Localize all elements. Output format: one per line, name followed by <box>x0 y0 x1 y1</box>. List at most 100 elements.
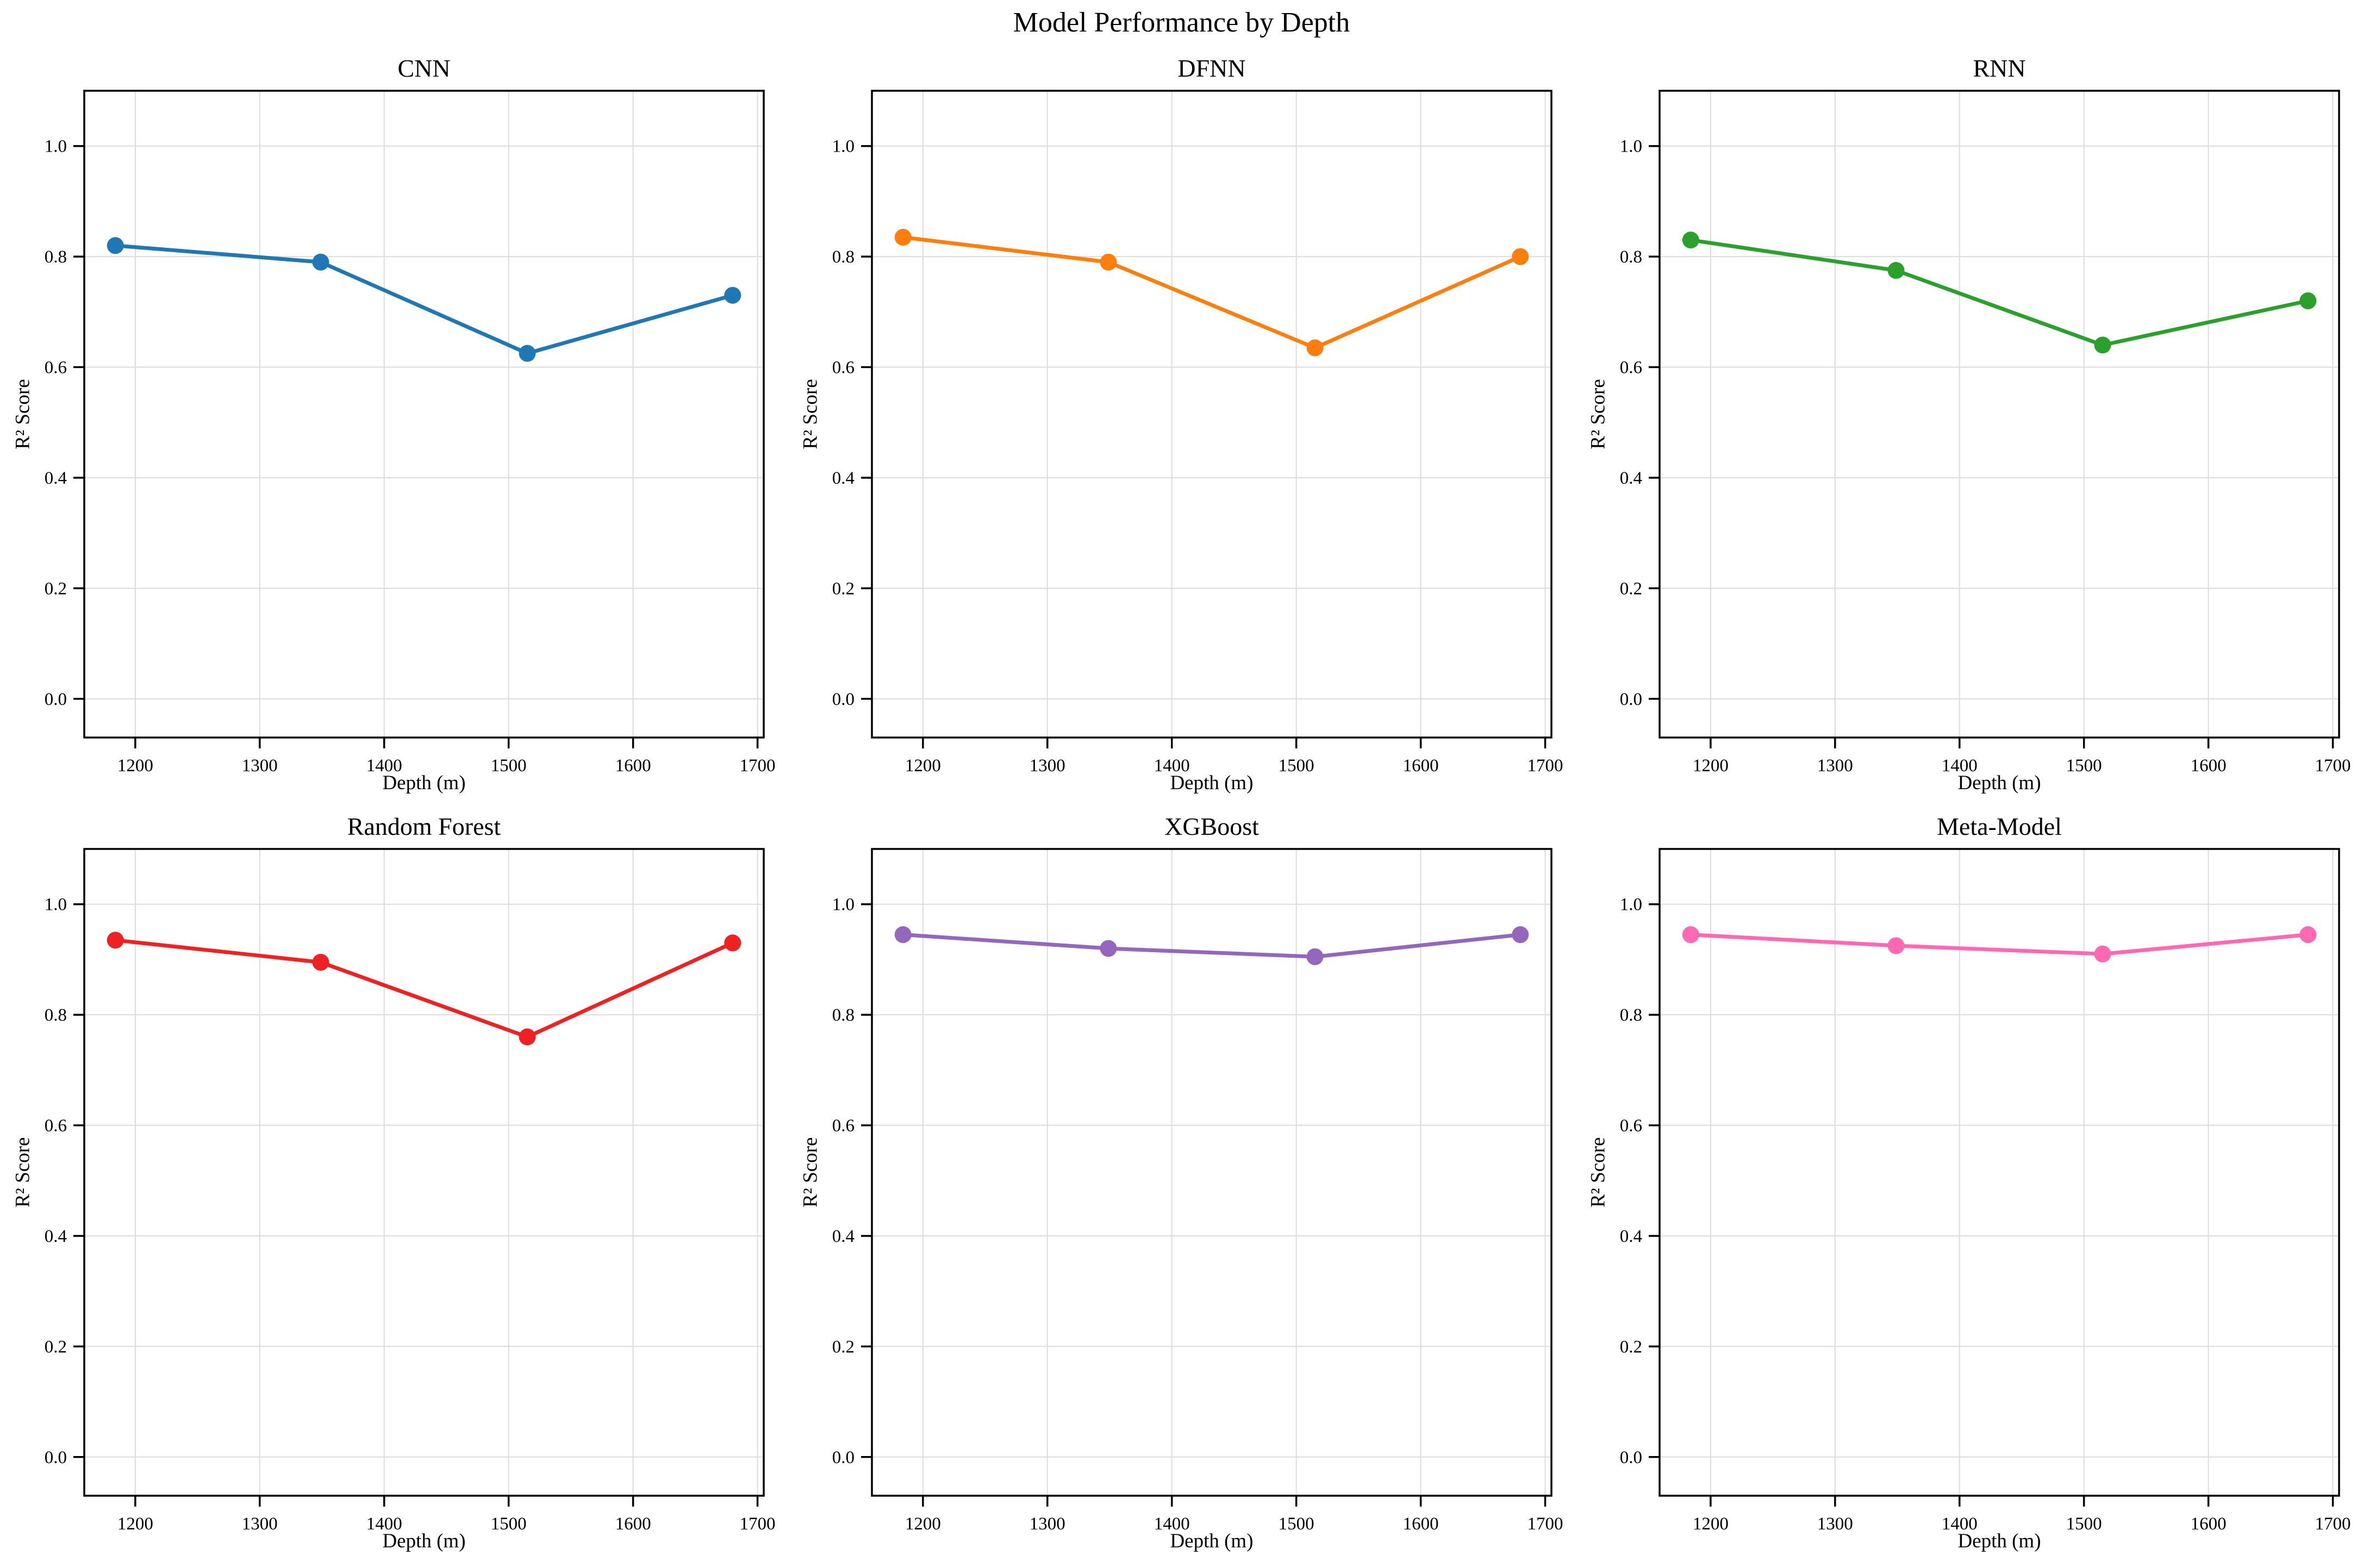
x-tick-label: 1600 <box>1403 756 1439 776</box>
plot-area: 1200 1300 1400 1500 1600 1700 0.0 0.2 0.4 0.6 0.8 1… <box>1620 90 2351 776</box>
x-axis-label: Depth (m) <box>1170 772 1254 794</box>
x-tick-label: 1500 <box>2066 756 2102 776</box>
data-point-marker <box>724 934 741 952</box>
x-tick-label: 1600 <box>2191 756 2227 776</box>
x-tick-label: 1500 <box>2066 1514 2102 1534</box>
data-point-marker <box>724 286 741 304</box>
y-tick-label: 0.4 <box>832 1227 855 1246</box>
x-tick-label: 1400 <box>366 1514 402 1534</box>
data-point-marker <box>1100 940 1117 957</box>
subplot-xgboost: XGBoost R² Score 1200 1300 1400 1500 1600 170… <box>788 810 1575 1568</box>
plot-frame <box>1659 90 2340 739</box>
data-point-marker <box>519 1028 536 1046</box>
x-tick-label: 1700 <box>740 756 776 776</box>
x-tick-label: 1400 <box>1942 756 1978 776</box>
y-tick-label: 0.2 <box>832 579 855 598</box>
x-tick-label: 1600 <box>615 756 651 776</box>
x-axis-label: Depth (m) <box>1957 1530 2041 1552</box>
data-point-marker <box>1100 253 1117 271</box>
series-line <box>113 243 735 355</box>
y-tick-label: 0.4 <box>832 468 855 488</box>
series-line <box>901 235 1523 350</box>
y-tick-label: 0.4 <box>45 1227 67 1246</box>
data-point-marker <box>1682 926 1699 944</box>
data-point-marker <box>894 926 912 944</box>
y-tick-label: 0.4 <box>1620 1227 1642 1246</box>
y-tick-label: 0.8 <box>1620 1005 1642 1025</box>
subplot-title: XGBoost <box>1164 813 1259 840</box>
subplot-rnn: RNN R² Score 1200 1300 1400 1500 1600 1700 0.0… <box>1575 52 2363 810</box>
x-tick-label: 1200 <box>905 756 941 776</box>
x-tick-label: 1700 <box>1527 756 1563 776</box>
x-tick-label: 1300 <box>242 756 278 776</box>
y-tick-label: 0.0 <box>45 1448 67 1467</box>
y-tick-label: 0.8 <box>45 247 67 267</box>
y-tick-label: 0.2 <box>832 1337 855 1357</box>
charts-grid: CNN R² Score 1200 1300 1400 1500 1600 1700 0.0… <box>0 52 2363 1568</box>
y-tick-label: 0.6 <box>45 1116 67 1136</box>
y-tick-label: 0.0 <box>45 690 67 709</box>
y-tick-label: 0.6 <box>1620 358 1642 378</box>
series-line <box>1688 933 2310 956</box>
y-tick-label: 0.2 <box>45 1337 67 1357</box>
y-tick-label: 1.0 <box>45 137 67 157</box>
data-point-marker <box>1887 262 1905 279</box>
y-tick-label: 1.0 <box>1620 137 1642 157</box>
data-point-marker <box>894 229 912 246</box>
subplot-title: Meta-Model <box>1937 813 2062 840</box>
x-tick-label: 1600 <box>615 1514 651 1534</box>
y-tick-label: 1.0 <box>832 137 855 157</box>
x-tick-label: 1400 <box>1154 756 1190 776</box>
x-tick-label: 1300 <box>242 1514 278 1534</box>
plot-frame <box>1659 848 2340 1497</box>
x-tick-label: 1500 <box>1279 756 1314 776</box>
plot-area: 1200 1300 1400 1500 1600 1700 0.0 0.2 0.4 0.6 0.8 1… <box>45 90 776 776</box>
data-point-marker <box>1682 232 1699 249</box>
x-tick-label: 1600 <box>2191 1514 2227 1534</box>
x-tick-label: 1400 <box>366 756 402 776</box>
x-tick-label: 1400 <box>1942 1514 1978 1534</box>
data-point-marker <box>1512 926 1529 944</box>
subplot-title: DFNN <box>1177 54 1246 82</box>
x-tick-label: 1200 <box>905 1514 941 1534</box>
data-point-marker <box>1306 948 1324 965</box>
y-tick-label: 0.8 <box>1620 247 1642 267</box>
data-point-marker <box>107 932 124 949</box>
x-axis-label: Depth (m) <box>1957 772 2041 794</box>
data-point-marker <box>312 253 329 271</box>
plot-area: 1200 1300 1400 1500 1600 1700 0.0 0.2 0.4 0.6 0.8 1… <box>832 848 1563 1534</box>
y-tick-label: 0.8 <box>832 1005 855 1025</box>
x-tick-label: 1500 <box>491 756 527 776</box>
plot-frame <box>83 848 765 1497</box>
y-tick-label: 0.6 <box>45 358 67 378</box>
data-point-marker <box>519 345 536 362</box>
y-tick-label: 0.0 <box>1620 1448 1642 1467</box>
x-tick-label: 1700 <box>740 1514 776 1534</box>
y-tick-label: 0.8 <box>45 1005 67 1025</box>
plot-frame <box>83 90 765 739</box>
series-line <box>901 933 1523 959</box>
data-point-marker <box>2299 292 2317 309</box>
subplot-cnn: CNN R² Score 1200 1300 1400 1500 1600 1700 0.0… <box>0 52 788 810</box>
y-tick-label: 0.2 <box>1620 1337 1642 1357</box>
x-tick-label: 1700 <box>2315 1514 2351 1534</box>
data-point-marker <box>107 237 124 254</box>
subplot-title: Random Forest <box>347 813 501 840</box>
data-point-marker <box>2094 336 2111 354</box>
plot-frame <box>871 848 1553 1497</box>
data-point-marker <box>312 954 329 971</box>
x-tick-label: 1200 <box>1693 756 1729 776</box>
y-tick-label: 0.6 <box>832 358 855 378</box>
x-axis-label: Depth (m) <box>382 1530 466 1552</box>
y-tick-label: 0.0 <box>832 690 855 709</box>
x-tick-label: 1300 <box>1030 1514 1065 1534</box>
subplot-random-forest: Random Forest R² Score 1200 1300 1400 1500 1… <box>0 810 788 1568</box>
subplot-title: RNN <box>1973 54 2026 82</box>
x-tick-label: 1700 <box>2315 756 2351 776</box>
subplot-meta-model: Meta-Model R² Score 1200 1300 1400 1500 1600… <box>1575 810 2363 1568</box>
y-tick-label: 0.6 <box>832 1116 855 1136</box>
x-axis-label: Depth (m) <box>382 772 466 794</box>
y-tick-label: 0.0 <box>832 1448 855 1467</box>
x-axis-label: Depth (m) <box>1170 1530 1254 1552</box>
